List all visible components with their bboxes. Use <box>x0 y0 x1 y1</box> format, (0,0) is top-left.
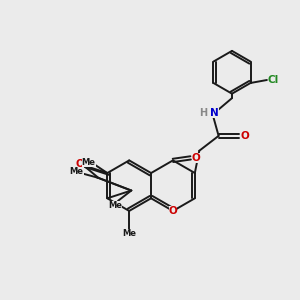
Text: Me: Me <box>122 229 136 238</box>
Text: N: N <box>210 108 218 118</box>
Text: Me: Me <box>108 201 122 210</box>
Text: Cl: Cl <box>268 75 279 85</box>
Text: Me: Me <box>82 158 96 167</box>
Text: O: O <box>75 159 84 169</box>
Text: O: O <box>169 206 177 216</box>
Text: O: O <box>192 153 200 163</box>
Text: Me: Me <box>70 167 84 176</box>
Text: H: H <box>199 108 207 118</box>
Text: O: O <box>240 131 249 141</box>
